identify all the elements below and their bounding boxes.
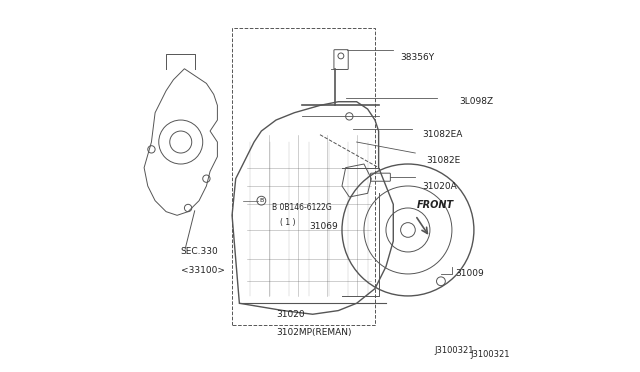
Text: ( 1 ): ( 1 ): [280, 218, 295, 227]
Text: B 0B146-6122G: B 0B146-6122G: [273, 203, 332, 212]
Text: 31082EA: 31082EA: [422, 130, 463, 139]
Text: FRONT: FRONT: [417, 200, 454, 210]
Text: 31009: 31009: [456, 269, 484, 279]
Text: B: B: [259, 198, 264, 203]
Text: 31020: 31020: [276, 310, 305, 319]
Text: 31069: 31069: [309, 222, 338, 231]
Text: 3L098Z: 3L098Z: [460, 97, 493, 106]
Text: J3100321: J3100321: [470, 350, 509, 359]
Text: J3100321: J3100321: [435, 346, 474, 355]
Text: SEC.330: SEC.330: [180, 247, 218, 256]
Text: 3102MP(REMAN): 3102MP(REMAN): [276, 328, 351, 337]
Text: 31082E: 31082E: [426, 156, 461, 165]
Text: 31020A: 31020A: [422, 182, 458, 190]
Text: <33100>: <33100>: [180, 266, 225, 275]
Text: 38356Y: 38356Y: [401, 53, 435, 62]
